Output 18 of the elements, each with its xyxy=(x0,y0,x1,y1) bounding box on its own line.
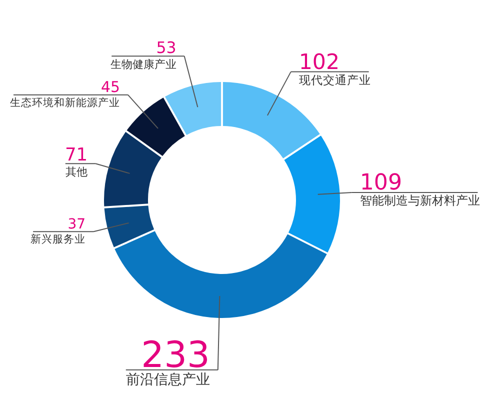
data-label: 53 xyxy=(156,38,176,58)
donut-slice xyxy=(165,82,222,136)
slice-label: 现代交通产业 xyxy=(298,72,371,87)
donut-slice xyxy=(126,98,185,156)
data-label: 102 xyxy=(298,50,340,75)
slice-label: 其他 xyxy=(66,166,88,179)
slice-label: 生态环境和新能源产业 xyxy=(10,96,120,109)
donut-slice xyxy=(284,136,340,252)
donut-slice xyxy=(104,206,154,248)
data-label: 45 xyxy=(100,78,120,96)
donut-slice xyxy=(104,132,162,206)
slice-label: 生物健康产业 xyxy=(110,58,176,72)
slice-label: 新兴服务业 xyxy=(30,232,86,246)
data-label: 109 xyxy=(360,170,402,196)
data-label: 71 xyxy=(64,144,88,166)
slice-label: 智能制造与新材料产业 xyxy=(360,193,480,208)
donut-slice xyxy=(114,231,327,318)
data-label: 37 xyxy=(68,216,86,233)
